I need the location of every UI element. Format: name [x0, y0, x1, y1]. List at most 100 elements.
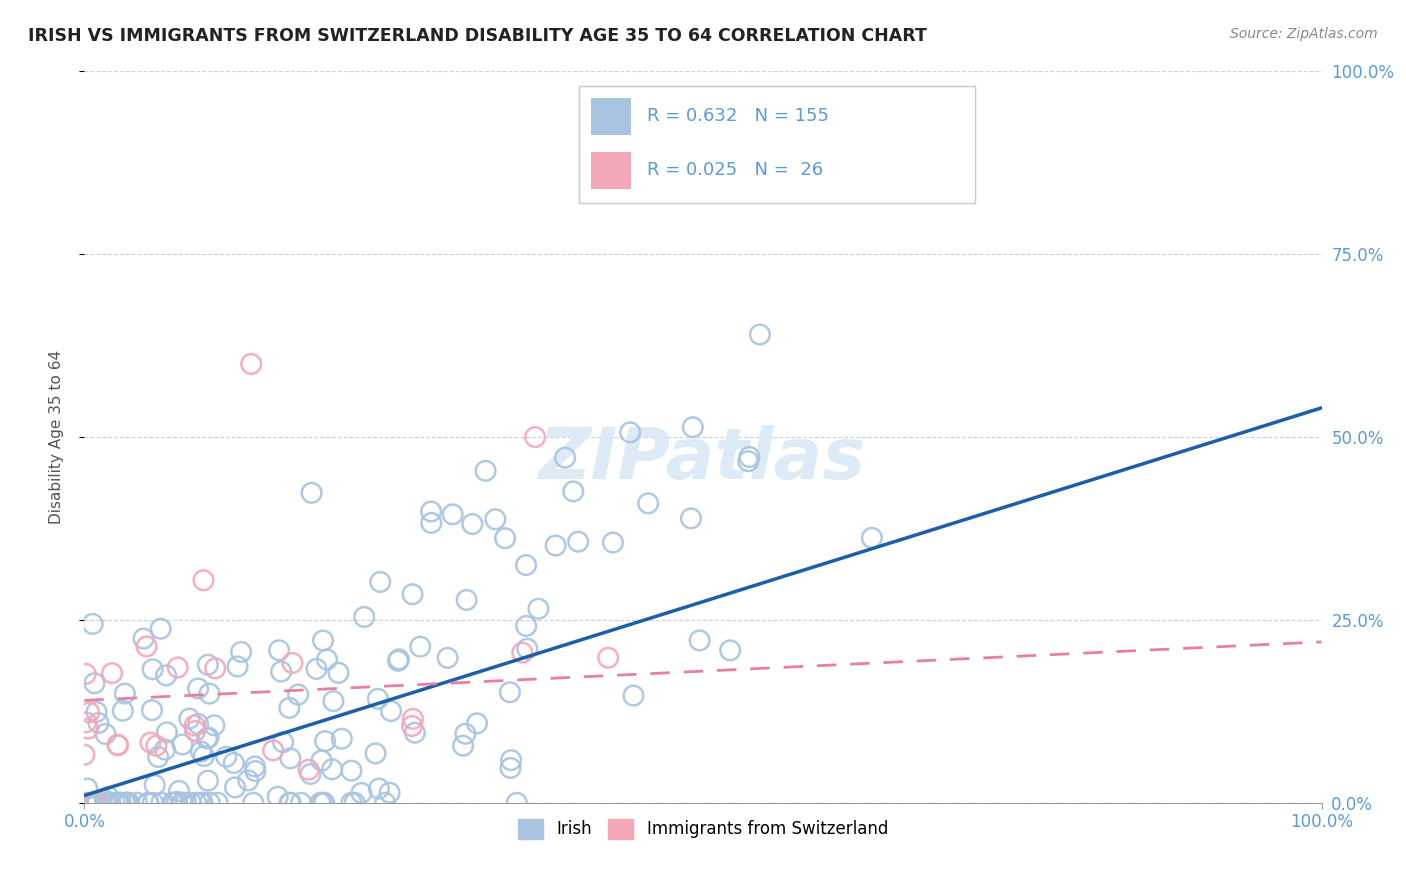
Point	[312, 796, 335, 810]
Point	[139, 735, 162, 749]
Point	[271, 735, 294, 749]
Point	[73, 747, 96, 762]
Point	[77, 796, 100, 810]
Point	[623, 689, 645, 703]
Point	[367, 781, 389, 796]
Point	[135, 640, 157, 654]
Point	[387, 654, 409, 668]
Point	[94, 793, 117, 807]
Point	[456, 593, 478, 607]
Point	[287, 688, 309, 702]
Point	[314, 796, 336, 810]
Point	[404, 725, 426, 739]
Point	[183, 718, 205, 732]
Point	[110, 796, 132, 810]
Point	[187, 717, 209, 731]
Point	[125, 796, 148, 810]
Point	[86, 796, 108, 810]
Point	[748, 327, 770, 342]
Point	[190, 796, 212, 810]
Point	[222, 756, 245, 770]
Point	[100, 796, 122, 810]
Point	[136, 796, 159, 810]
Point	[114, 796, 136, 810]
Point	[737, 454, 759, 468]
Point	[163, 796, 186, 810]
Point	[270, 665, 292, 679]
Point	[524, 430, 547, 444]
Legend: Irish, Immigrants from Switzerland: Irish, Immigrants from Switzerland	[512, 812, 894, 846]
Point	[465, 716, 488, 731]
Point	[132, 632, 155, 646]
Point	[330, 731, 353, 746]
Point	[172, 738, 194, 752]
Point	[145, 739, 167, 753]
Point	[267, 789, 290, 804]
Point	[77, 722, 100, 736]
Point	[602, 535, 624, 549]
Point	[544, 539, 567, 553]
Point	[184, 796, 207, 810]
Point	[484, 512, 506, 526]
Point	[682, 420, 704, 434]
Point	[278, 796, 301, 810]
Point	[367, 691, 389, 706]
Point	[187, 681, 209, 696]
Point	[75, 796, 97, 810]
Point	[298, 763, 321, 777]
Point	[166, 660, 188, 674]
Point	[83, 796, 105, 810]
Point	[96, 796, 118, 810]
Point	[340, 796, 363, 810]
Point	[107, 796, 129, 810]
Point	[142, 662, 165, 676]
Point	[321, 762, 343, 776]
Point	[150, 796, 173, 810]
Point	[202, 718, 225, 732]
Point	[499, 685, 522, 699]
Point	[118, 796, 141, 810]
Point	[515, 619, 537, 633]
Point	[374, 796, 396, 810]
Point	[506, 796, 529, 810]
Point	[243, 759, 266, 773]
Point	[195, 731, 218, 746]
Point	[388, 652, 411, 666]
Point	[562, 484, 585, 499]
Point	[142, 796, 165, 810]
Point	[198, 687, 221, 701]
Point	[156, 725, 179, 739]
Point	[461, 516, 484, 531]
Point	[350, 786, 373, 800]
Point	[305, 662, 328, 676]
Point	[197, 773, 219, 788]
Point	[86, 796, 108, 810]
Point	[76, 781, 98, 796]
Point	[75, 715, 97, 730]
Point	[87, 716, 110, 731]
Point	[162, 796, 184, 810]
Point	[312, 633, 335, 648]
Point	[401, 719, 423, 733]
Point	[378, 786, 401, 800]
Point	[436, 651, 458, 665]
Point	[328, 665, 350, 680]
Point	[197, 731, 219, 745]
Point	[637, 496, 659, 510]
Point	[193, 749, 215, 764]
Point	[311, 754, 333, 768]
Point	[278, 701, 301, 715]
Point	[107, 796, 129, 810]
Point	[180, 796, 202, 810]
Point	[598, 650, 620, 665]
Point	[224, 780, 246, 795]
Point	[114, 796, 136, 810]
Point	[245, 764, 267, 778]
Point	[262, 743, 284, 757]
Point	[143, 778, 166, 792]
Point	[94, 727, 117, 741]
Point	[174, 796, 197, 810]
Point	[527, 601, 550, 615]
Point	[451, 739, 474, 753]
Point	[401, 587, 423, 601]
